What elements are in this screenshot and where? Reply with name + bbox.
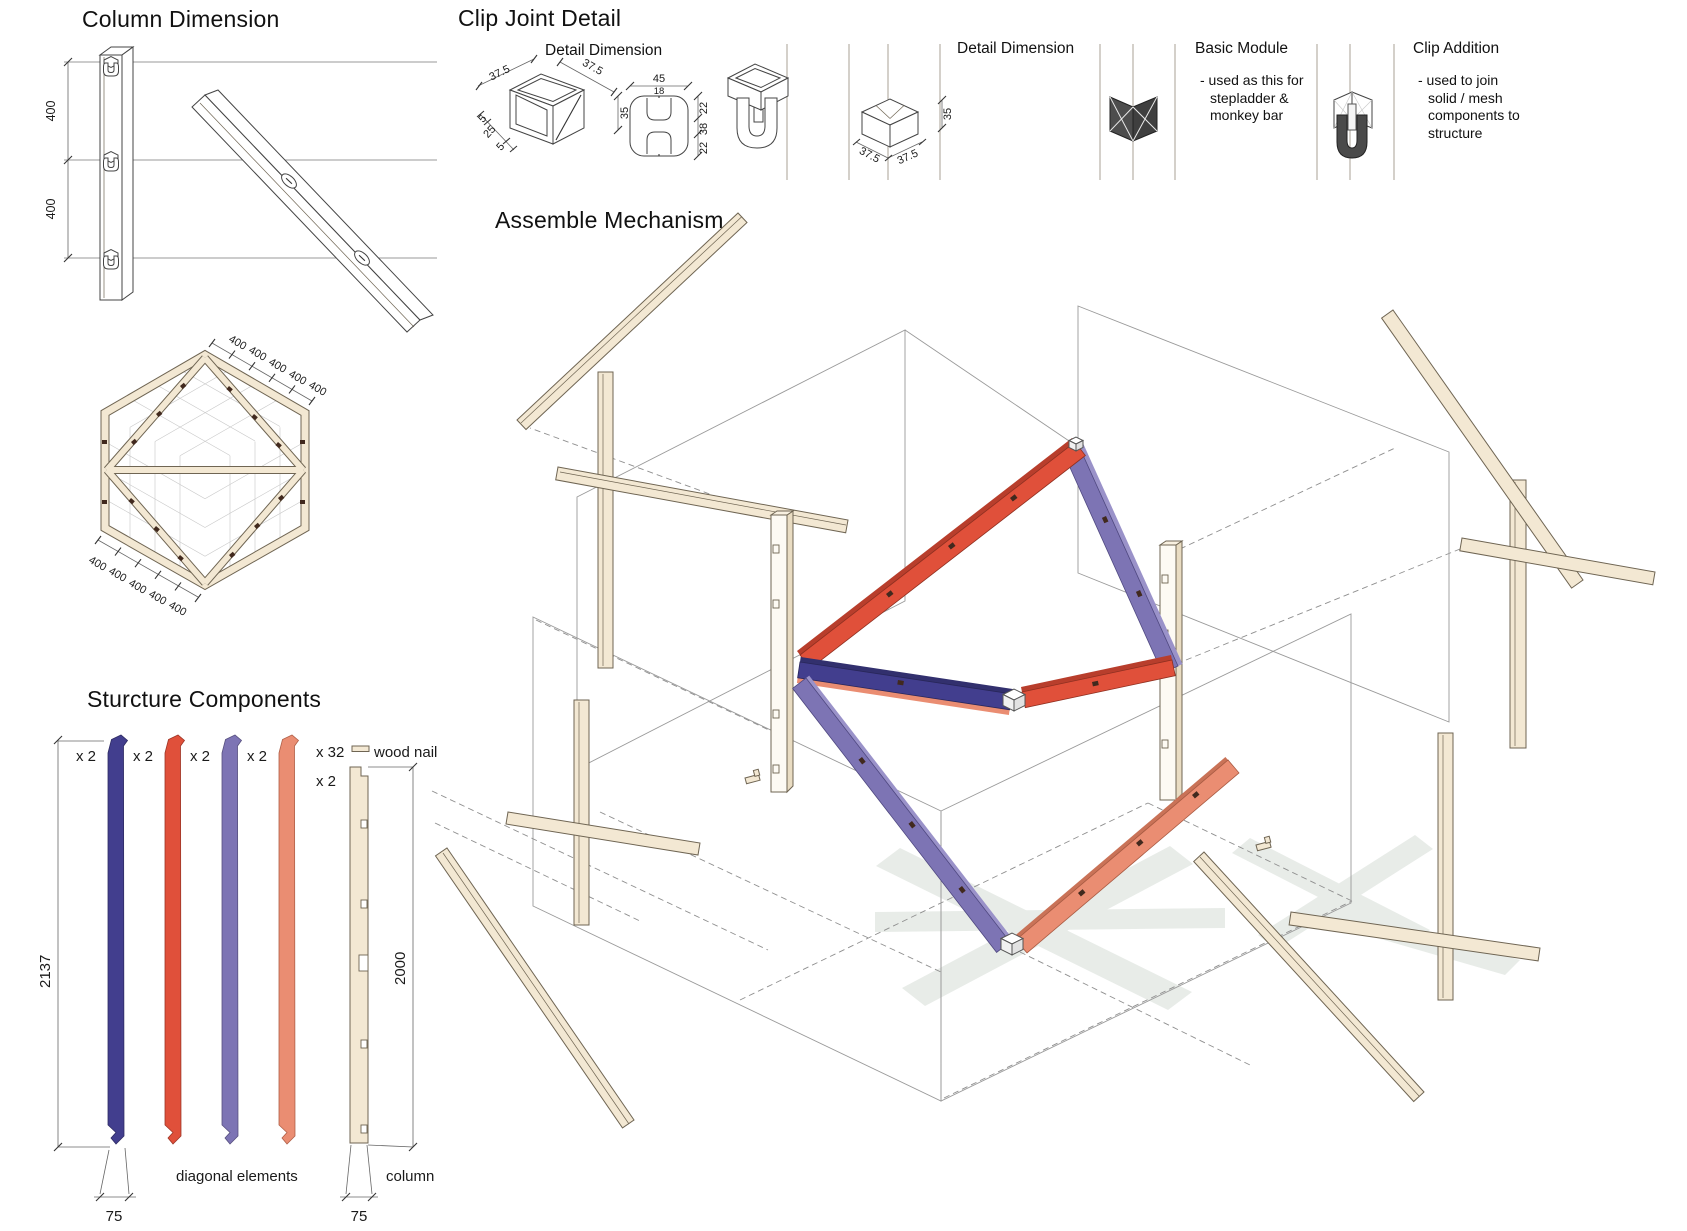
clip-addition-note-line: solid / mesh bbox=[1428, 89, 1503, 106]
dim-400: 400 bbox=[147, 588, 169, 608]
basic-module-note-line: monkey bar bbox=[1210, 107, 1284, 123]
title-clip-joint-detail: Clip Joint Detail bbox=[458, 5, 622, 31]
module-isometric-drawing: 400 400 400 400 400 400 400 400 400 400 bbox=[87, 333, 329, 619]
member-dark-blue-horizontal bbox=[797, 661, 1013, 711]
qty-wood-nail: x 32 bbox=[316, 744, 344, 761]
basic-module-icon bbox=[1109, 96, 1158, 142]
truss-column-left bbox=[769, 510, 795, 794]
dim-400: 400 bbox=[227, 333, 249, 353]
dim-75-left: 75 bbox=[106, 1208, 123, 1225]
dim-400: 400 bbox=[307, 379, 329, 399]
member-red-diagonal bbox=[799, 441, 1086, 670]
module-frame bbox=[100, 349, 310, 591]
dim-22: 22 bbox=[698, 102, 710, 114]
dim-37.5: 37.5 bbox=[580, 57, 605, 78]
basic-module-note-line: stepladder & bbox=[1210, 89, 1289, 106]
basic-module-notes: - used as this for stepladder & monkey b… bbox=[1200, 72, 1304, 125]
notch-detail: 35 37.5 37.5 bbox=[852, 95, 954, 167]
dim-400: 400 bbox=[107, 565, 129, 585]
truss-members bbox=[792, 438, 1240, 954]
dim-35: 35 bbox=[942, 108, 954, 120]
clip-addition-note-line: components to bbox=[1428, 107, 1520, 123]
dim-2137: 2137 bbox=[37, 955, 54, 988]
dim-400: 400 bbox=[167, 599, 189, 619]
column-post bbox=[98, 46, 135, 301]
dim-45: 45 bbox=[653, 73, 665, 85]
label-detail-dimension-2: Detail Dimension bbox=[957, 40, 1075, 57]
clip-isometric-detail bbox=[726, 63, 790, 149]
qty-bar-1: x 2 bbox=[76, 748, 96, 765]
dim-400: 400 bbox=[127, 577, 149, 597]
dim-35: 35 bbox=[619, 107, 631, 119]
label-basic-module: Basic Module bbox=[1195, 40, 1289, 57]
dim-width-bar: 75 bbox=[94, 1147, 136, 1225]
dim-38: 38 bbox=[698, 123, 710, 135]
label-detail-dimension-1: Detail Dimension bbox=[545, 42, 663, 59]
dim-400-upper: 400 bbox=[44, 101, 58, 122]
dim-5: 5 bbox=[476, 113, 489, 126]
title-structure-components: Sturcture Components bbox=[87, 686, 322, 712]
clip-addition-notes: - used to join solid / mesh components t… bbox=[1418, 72, 1520, 142]
dim-400: 400 bbox=[247, 344, 269, 364]
dim-left-2137: 2137 bbox=[37, 735, 110, 1152]
column-dimension-drawing: 400 400 bbox=[44, 46, 437, 333]
dim-22: 22 bbox=[698, 142, 710, 154]
bar-dark-blue bbox=[107, 734, 128, 1145]
column-dim-lines bbox=[63, 57, 73, 263]
label-clip-addition: Clip Addition bbox=[1413, 40, 1500, 57]
dim-400: 400 bbox=[287, 368, 309, 388]
structure-components-drawing: 2137 x 2 x 2 x 2 x 2 x 32 wood nail x 2 bbox=[37, 734, 437, 1225]
dim-2000: 2000 bbox=[392, 952, 409, 985]
diagonal-beam bbox=[191, 89, 434, 333]
clip-cube-detail: 37.5 37.5 35 5 25 5 bbox=[475, 54, 631, 153]
clip-plan-detail: 45 18 22 38 22 bbox=[625, 73, 710, 161]
basic-module-note-line: - used as this for bbox=[1200, 72, 1304, 88]
member-clip-marks bbox=[858, 494, 1200, 897]
module-clip-marks bbox=[102, 382, 305, 562]
qty-bar-4: x 2 bbox=[247, 748, 267, 765]
clip-icon bbox=[103, 151, 119, 172]
dim-37.5: 37.5 bbox=[857, 145, 882, 166]
clip-addition-icon bbox=[1333, 91, 1373, 159]
dim-37.5: 37.5 bbox=[487, 63, 512, 83]
label-wood-nail: wood nail bbox=[373, 744, 437, 761]
clip-joint-detail-drawings: 37.5 37.5 35 5 25 5 45 18 22 38 22 bbox=[475, 44, 1395, 180]
dim-400-lower: 400 bbox=[44, 199, 58, 220]
label-diagonal-elements: diagonal elements bbox=[176, 1168, 298, 1185]
qty-column: x 2 bbox=[316, 773, 336, 790]
clip-addition-note-line: - used to join bbox=[1418, 72, 1499, 88]
member-salmon-sliver bbox=[796, 677, 1010, 715]
title-column-dimension: Column Dimension bbox=[82, 6, 280, 32]
component-column bbox=[349, 766, 369, 1144]
dim-width-column: 75 bbox=[340, 1144, 378, 1225]
qty-bar-3: x 2 bbox=[190, 748, 210, 765]
loose-wood-beams bbox=[434, 212, 1656, 1129]
dim-75-right: 75 bbox=[351, 1208, 368, 1225]
dim-37.5: 37.5 bbox=[896, 147, 920, 167]
dim-18: 18 bbox=[654, 86, 665, 97]
title-assemble-mechanism: Assemble Mechanism bbox=[495, 207, 724, 233]
clip-icon bbox=[103, 249, 119, 270]
bar-salmon bbox=[278, 734, 299, 1145]
clip-icon bbox=[103, 56, 119, 77]
wood-nail-icon bbox=[744, 768, 1272, 852]
dim-400: 400 bbox=[267, 356, 289, 376]
node-cubes bbox=[999, 436, 1085, 956]
member-purple-diagonal bbox=[792, 677, 1011, 953]
dim-right-2000: 2000 bbox=[367, 762, 418, 1152]
dim-400: 400 bbox=[87, 554, 109, 574]
wood-nail-legend-icon bbox=[351, 745, 370, 752]
bar-purple bbox=[221, 734, 242, 1145]
dashed-leaders bbox=[431, 427, 1461, 1099]
bar-red bbox=[164, 734, 185, 1145]
qty-bar-2: x 2 bbox=[133, 748, 153, 765]
assemble-mechanism-drawing bbox=[431, 212, 1656, 1129]
dim-25: 25 bbox=[481, 123, 498, 140]
clip-addition-note-line: structure bbox=[1428, 124, 1483, 141]
label-column: column bbox=[386, 1168, 434, 1185]
